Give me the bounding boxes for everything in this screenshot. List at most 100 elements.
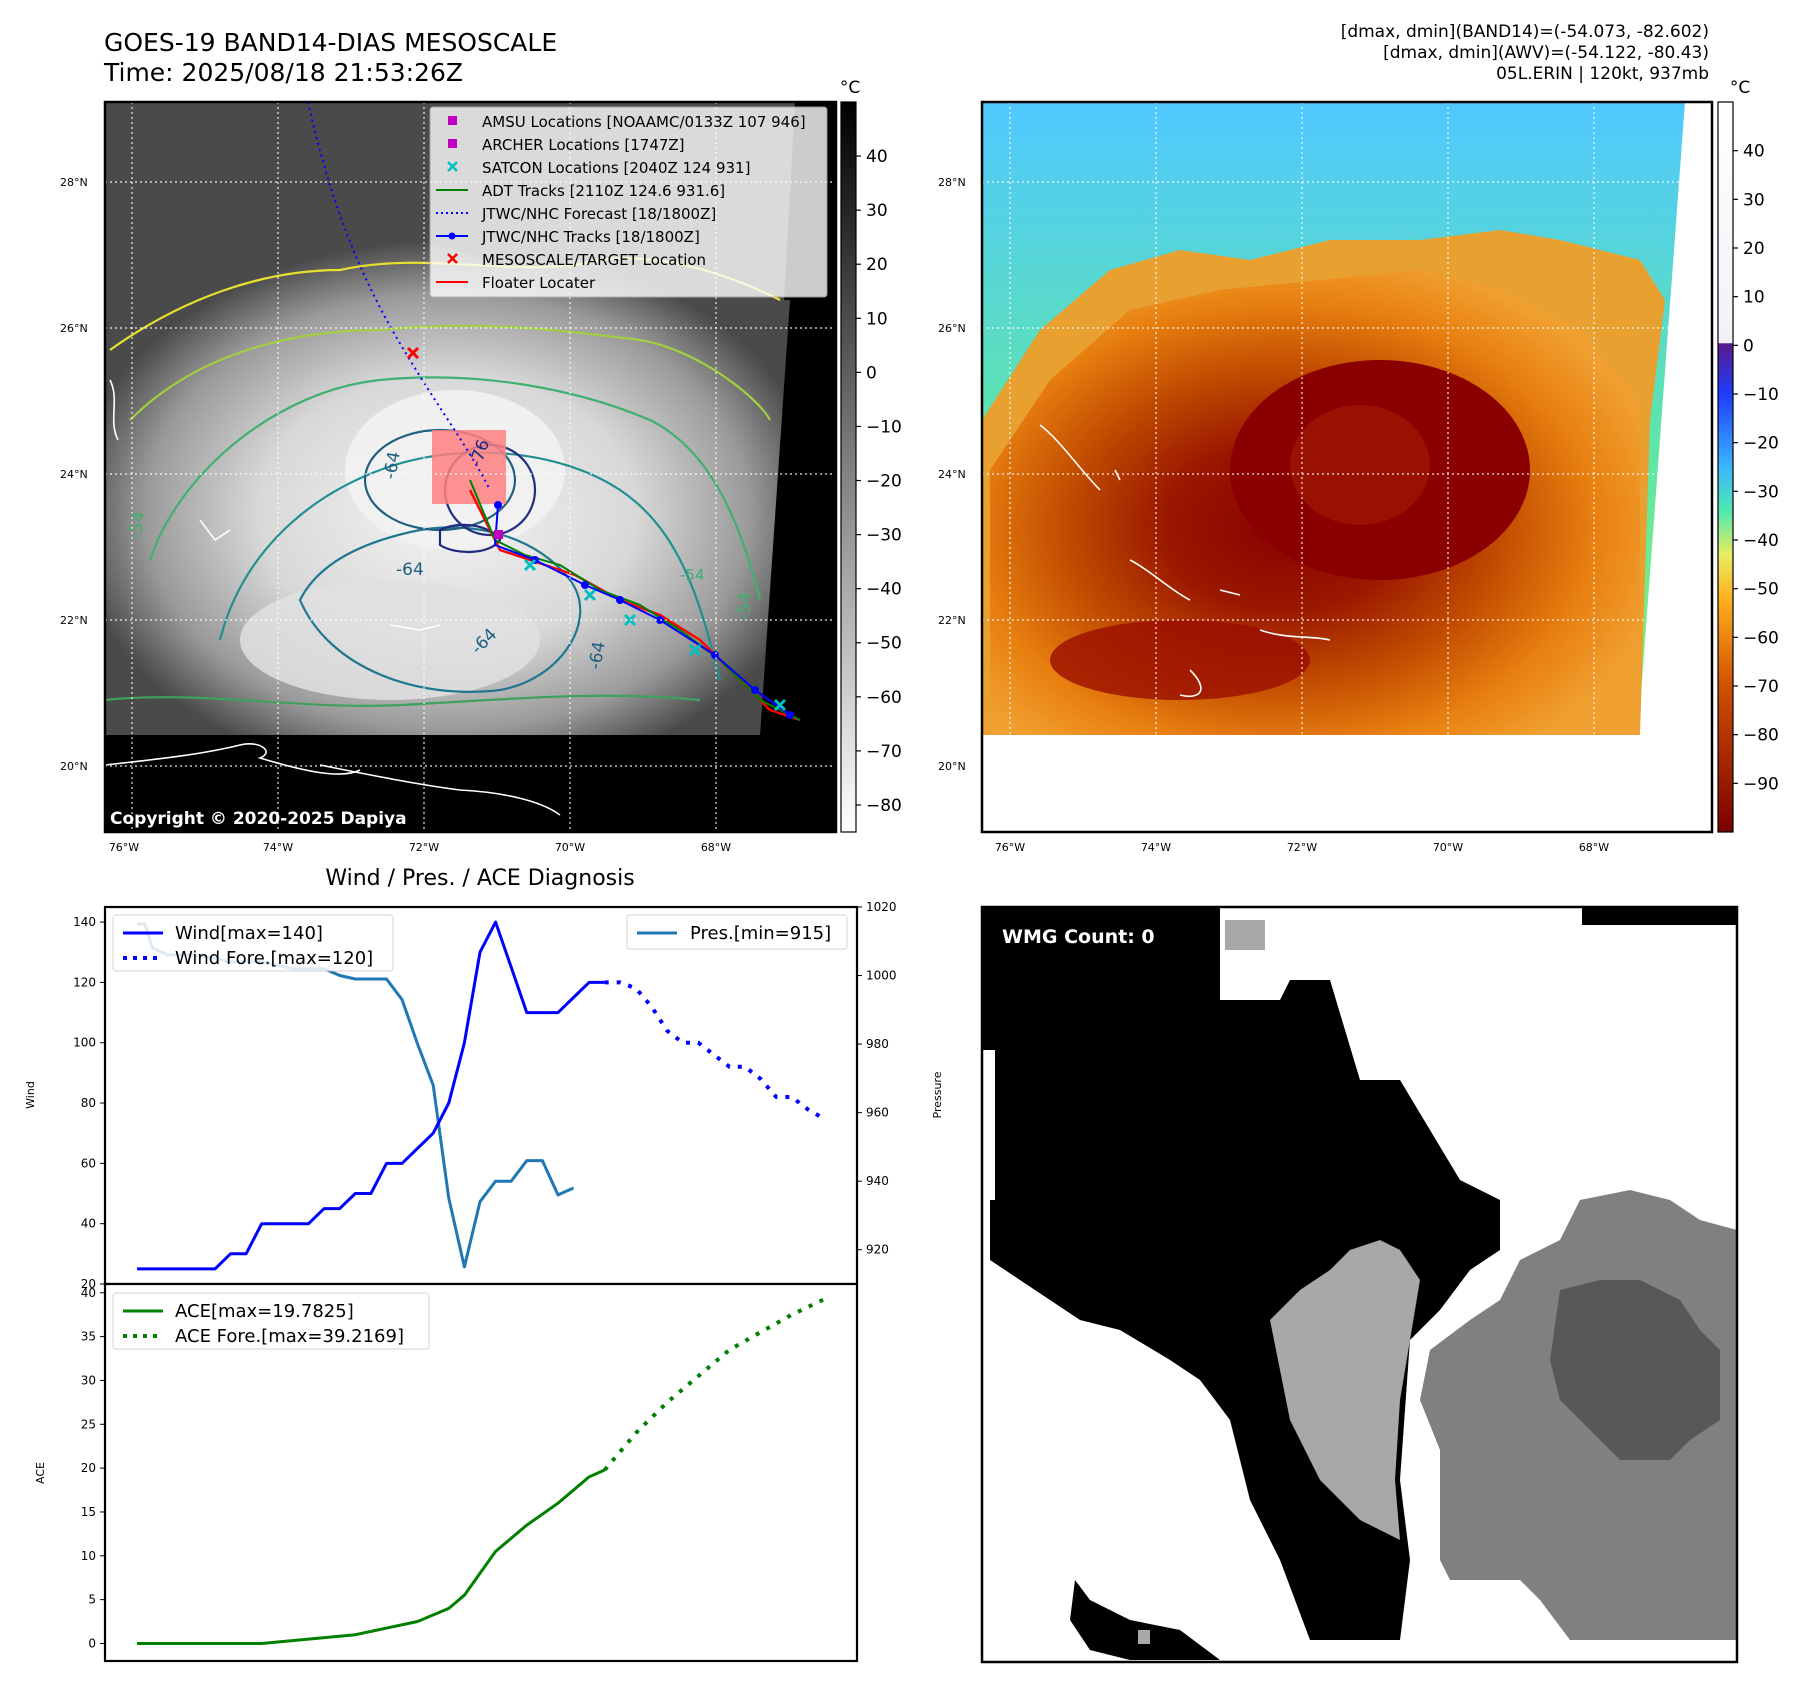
left-colorbar-unit: °C xyxy=(840,78,860,98)
colorbar-tick-label: −40 xyxy=(866,580,902,600)
lat-tick-26n: 26°N xyxy=(60,322,88,335)
wind-axis-label: Wind xyxy=(24,1081,37,1109)
pressure-legend: Pres.[min=915] xyxy=(626,914,848,950)
colorbar-tick-label: −90 xyxy=(1743,774,1779,794)
wind-forecast-line xyxy=(604,980,824,1120)
title-line-1: GOES-19 BAND14-DIAS MESOSCALE xyxy=(104,28,558,57)
lon-tick-74w: 74°W xyxy=(263,841,293,854)
wind-tick-label: 100 xyxy=(73,1036,96,1050)
colorbar-tick-label: −80 xyxy=(1743,726,1779,746)
colorbar-tick-label: −20 xyxy=(1743,434,1779,454)
ace-tick-label: 40 xyxy=(81,1286,96,1300)
wind-line xyxy=(137,920,605,1271)
lat-tick-20n: 20°N xyxy=(60,760,88,773)
colorbar-tick-label: 10 xyxy=(1743,288,1765,308)
contour-label-2: -64 xyxy=(396,560,424,580)
legend-archer: ARCHER Locations [1747Z] xyxy=(482,136,685,154)
pressure-axis-label: Pressure xyxy=(931,1071,944,1118)
colorbar-tick-label: −60 xyxy=(1743,628,1779,648)
right-lon-tick-76w: 76°W xyxy=(995,841,1025,854)
right-lat-tick-26n: 26°N xyxy=(938,322,966,335)
right-map-lon-ticks: 76°W 74°W 72°W 70°W 68°W xyxy=(995,841,1609,854)
pressure-tick-label: 960 xyxy=(866,1106,889,1120)
right-colorbar-unit: °C xyxy=(1730,78,1750,98)
colorbar-tick-label: 30 xyxy=(1743,190,1765,210)
color-map-panel xyxy=(982,102,1712,832)
contour-label-5: -54 xyxy=(735,592,755,620)
wmg-panel: WMG Count: 0 xyxy=(982,907,1737,1662)
colorbar-tick-label: −20 xyxy=(866,472,902,492)
ace-tick-label: 15 xyxy=(81,1505,96,1519)
ace-fore-legend-label: ACE Fore.[max=39.2169] xyxy=(175,1326,404,1347)
tracks-legend-dot xyxy=(448,232,456,240)
info-line-3: 05L.ERIN | 120kt, 937mb xyxy=(1496,64,1709,84)
wind-legend: Wind[max=140] Wind Fore.[max=120] xyxy=(112,914,394,972)
ace-tick-label: 30 xyxy=(81,1373,96,1387)
right-lat-tick-22n: 22°N xyxy=(938,614,966,627)
pressure-tick-label: 980 xyxy=(866,1037,889,1051)
lon-tick-76w: 76°W xyxy=(109,841,139,854)
ace-legend: ACE[max=19.7825] ACE Fore.[max=39.2169] xyxy=(112,1292,430,1350)
ace-tick-label: 20 xyxy=(81,1461,96,1475)
wind-tick-label: 20 xyxy=(81,1277,96,1291)
right-lon-tick-68w: 68°W xyxy=(1579,841,1609,854)
ace-tick-label: 5 xyxy=(88,1593,96,1607)
colorbar-tick-label: −80 xyxy=(866,796,902,816)
right-lat-tick-24n: 24°N xyxy=(938,468,966,481)
ace-tick-label: 10 xyxy=(81,1549,96,1563)
colorbar-tick-label: 40 xyxy=(866,147,888,167)
colorbar-tick-label: −60 xyxy=(866,688,902,708)
left-colorbar: °C xyxy=(840,78,860,833)
right-lon-tick-70w: 70°W xyxy=(1433,841,1463,854)
wind-tick-label: 80 xyxy=(81,1096,96,1110)
copyright-text: Copyright © 2020-2025 Dapiya xyxy=(110,809,407,829)
legend-floater: Floater Locater xyxy=(482,274,596,292)
colorbar-tick-label: 40 xyxy=(1743,142,1765,162)
right-lat-tick-28n: 28°N xyxy=(938,176,966,189)
lon-tick-68w: 68°W xyxy=(701,841,731,854)
info-line-1: [dmax, dmin](BAND14)=(-54.073, -82.602) xyxy=(1340,22,1709,42)
colorbar-tick-label: 30 xyxy=(866,201,888,221)
wmg-count-label: WMG Count: 0 xyxy=(1002,926,1155,948)
pressure-tick-label: 1020 xyxy=(866,900,897,914)
colorbar-tick-label: −70 xyxy=(1743,677,1779,697)
pressure-tick-label: 920 xyxy=(866,1243,889,1257)
lon-tick-72w: 72°W xyxy=(409,841,439,854)
lat-tick-28n: 28°N xyxy=(60,176,88,189)
ace-axis-label: ACE xyxy=(34,1462,47,1484)
contour-label-4: -64 xyxy=(585,640,610,671)
contour-label-6: -54 xyxy=(125,510,150,541)
pressure-legend-label: Pres.[min=915] xyxy=(690,923,831,944)
info-line-2: [dmax, dmin](AWV)=(-54.122, -80.43) xyxy=(1383,43,1709,63)
colorbar-tick-label: −10 xyxy=(866,417,902,437)
legend-adt: ADT Tracks [2110Z 124.6 931.6] xyxy=(482,182,725,200)
right-lon-tick-72w: 72°W xyxy=(1287,841,1317,854)
right-lon-tick-74w: 74°W xyxy=(1141,841,1171,854)
wind-tick-label: 40 xyxy=(81,1217,96,1231)
legend-forecast: JTWC/NHC Forecast [18/1800Z] xyxy=(481,205,716,223)
amsu-legend-marker xyxy=(448,116,457,125)
wind-tick-label: 140 xyxy=(73,915,96,929)
colorbar-tick-label: 0 xyxy=(1743,336,1754,356)
map-legend: AMSU Locations [NOAAMC/0133Z 107 946] AR… xyxy=(429,106,828,298)
ace-tick-label: 25 xyxy=(81,1417,96,1431)
colorbar-tick-label: −10 xyxy=(1743,385,1779,405)
lat-tick-24n: 24°N xyxy=(60,468,88,481)
wind-legend-label: Wind[max=140] xyxy=(175,923,323,944)
lat-tick-22n: 22°N xyxy=(60,614,88,627)
satcon-legend-marker xyxy=(447,161,458,172)
colorbar-tick-label: −50 xyxy=(1743,580,1779,600)
colorbar-tick-label: 0 xyxy=(866,363,877,383)
target-marker xyxy=(406,346,420,360)
right-lat-tick-20n: 20°N xyxy=(938,760,966,773)
colorbar-tick-label: 20 xyxy=(1743,239,1765,259)
lon-tick-70w: 70°W xyxy=(555,841,585,854)
pressure-tick-label: 940 xyxy=(866,1174,889,1188)
colorbar-tick-label: −40 xyxy=(1743,531,1779,551)
left-colorbar-ticks: 40 30 20 10 0 −10 −20 −30 −40 −50 −60 −70 −80 xyxy=(856,147,902,816)
colorbar-tick-label: −50 xyxy=(866,634,902,654)
colorbar-tick-label: 10 xyxy=(866,309,888,329)
target-legend-marker xyxy=(447,253,458,264)
legend-target: MESOSCALE/TARGET Location xyxy=(482,251,706,269)
right-colorbar-ticks: 40 30 20 10 0 −10 −20 −30 −40 −50 −60 −70 −80 −90 xyxy=(1733,142,1779,794)
